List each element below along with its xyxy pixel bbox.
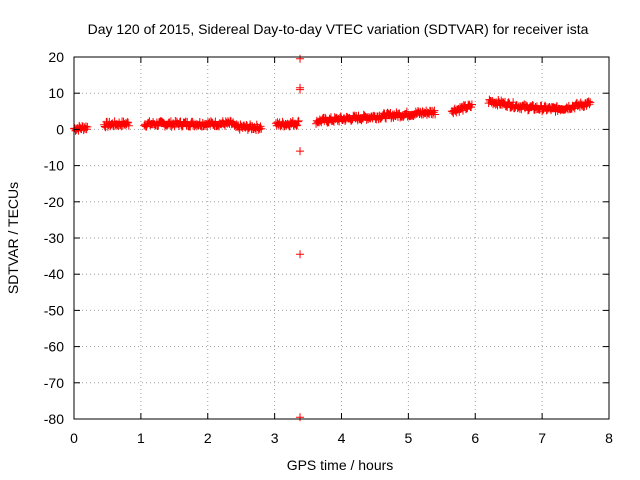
- outlier-point-plus: [296, 147, 305, 156]
- y-tick-label: 20: [48, 49, 64, 65]
- data-point-plus: [431, 110, 440, 119]
- y-tick-label: -70: [44, 375, 64, 391]
- x-tick-label: 2: [204, 430, 212, 446]
- y-tick-label: -10: [44, 158, 64, 174]
- outlier-point-plus: [296, 250, 305, 259]
- data-point-plus: [124, 121, 133, 130]
- x-tick-label: 6: [471, 430, 479, 446]
- y-tick-label: -40: [44, 266, 64, 282]
- y-tick-label: 10: [48, 85, 64, 101]
- data-point-plus: [467, 100, 476, 109]
- y-tick-label: -20: [44, 194, 64, 210]
- data-point-plus: [585, 100, 594, 109]
- data-point-plus: [402, 107, 411, 116]
- data-point-plus: [153, 122, 162, 131]
- x-tick-label: 7: [538, 430, 546, 446]
- y-tick-label: -80: [44, 411, 64, 427]
- data-point-plus: [429, 108, 438, 117]
- x-axis-label: GPS time / hours: [287, 457, 394, 473]
- y-tick-label: -60: [44, 339, 64, 355]
- chart-title: Day 120 of 2015, Sidereal Day-to-day VTE…: [88, 21, 589, 37]
- outlier-point-plus: [296, 54, 305, 63]
- data-point-plus: [292, 121, 301, 130]
- outlier-point-plus: [296, 413, 305, 422]
- x-tick-label: 4: [338, 430, 346, 446]
- data-points: [70, 54, 595, 422]
- y-axis-label: SDTVAR / TECUs: [5, 182, 21, 294]
- data-point-plus: [586, 98, 595, 107]
- data-point-plus: [123, 118, 132, 127]
- data-point-plus: [430, 106, 439, 115]
- data-point-plus: [257, 124, 266, 133]
- x-tick-label: 1: [137, 430, 145, 446]
- data-point-plus: [83, 122, 92, 131]
- x-tick-label: 8: [605, 430, 613, 446]
- x-tick-label: 5: [404, 430, 412, 446]
- data-point-plus: [293, 117, 302, 126]
- x-tick-label: 3: [271, 430, 279, 446]
- data-point-plus: [538, 107, 547, 116]
- axis-ticks: 0 1 2 3 4 5 6 7 8 20 10 0 -10 -20 -30 -40 -50 -60 -70 -80: [44, 49, 613, 446]
- y-tick-label: -30: [44, 230, 64, 246]
- x-tick-label: 0: [70, 430, 78, 446]
- data-point-plus: [294, 116, 303, 125]
- data-point-plus: [503, 98, 512, 107]
- y-tick-label: -50: [44, 302, 64, 318]
- outlier-point-plus: [296, 85, 305, 94]
- y-tick-label: 0: [56, 121, 64, 137]
- data-point-plus: [293, 121, 302, 130]
